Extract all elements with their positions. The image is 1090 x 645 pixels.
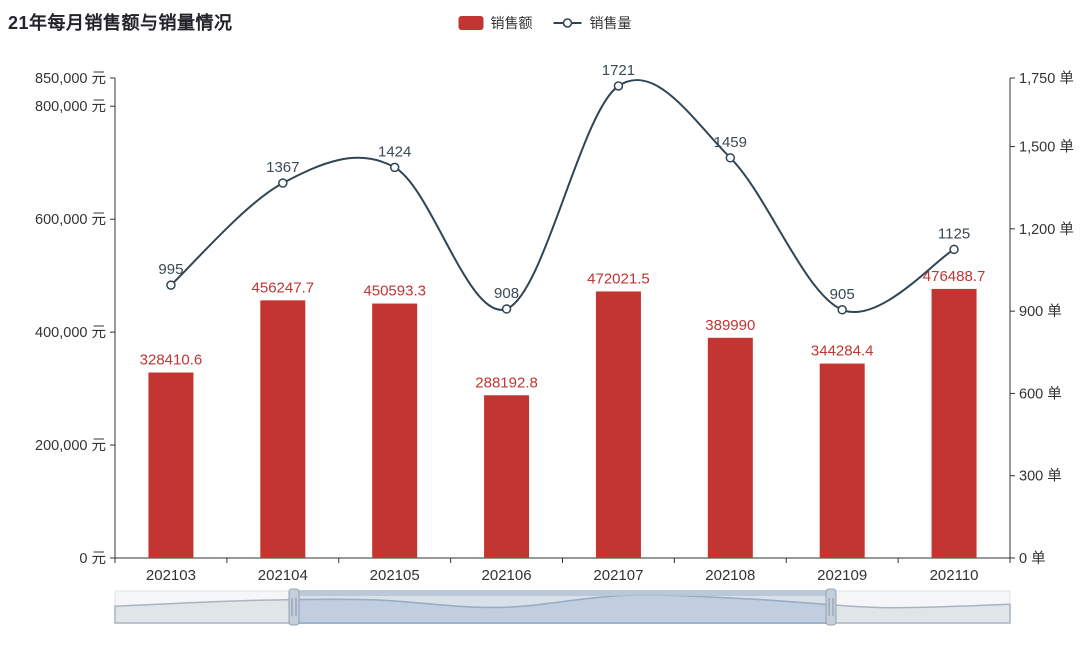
line-series-path: [170, 79, 955, 313]
chart-title: 21年每月销售额与销量情况: [8, 13, 233, 33]
line-point-202109[interactable]: [837, 305, 847, 315]
datazoom-left-handle[interactable]: [288, 588, 300, 626]
line-series-swatch-icon: [553, 18, 582, 28]
x-axis-label-202106: 202106: [482, 567, 532, 584]
bar-202109[interactable]: [819, 363, 865, 558]
line-point-label-202106: 908: [494, 285, 519, 302]
bar-202103[interactable]: [148, 372, 194, 558]
bar-202108[interactable]: [707, 337, 753, 558]
y-axis-left-label: 800,000 元: [35, 99, 106, 115]
bar-label-202110: 476488.7: [923, 268, 986, 285]
bar-label-202105: 450593.3: [363, 283, 426, 300]
line-point-label-202110: 1125: [938, 225, 970, 242]
line-point-202107[interactable]: [613, 81, 624, 91]
legend: 销售额 销售量: [458, 13, 632, 33]
bar-202105[interactable]: [372, 303, 418, 558]
line-point-202105[interactable]: [389, 162, 400, 173]
line-point-label-202103: 995: [158, 261, 183, 278]
line-point-202104[interactable]: [278, 178, 288, 188]
legend-label-sales-volume: 销售量: [589, 15, 632, 31]
line-point-label-202108: 1459: [714, 134, 747, 151]
x-axis-label-202109: 202109: [817, 567, 867, 584]
legend-item-sales-volume[interactable]: 销售量: [553, 13, 632, 33]
bar-series-swatch-icon: [458, 16, 484, 30]
x-axis-label-202104: 202104: [258, 567, 308, 584]
legend-label-sales-amount: 销售额: [490, 15, 533, 31]
y-axis-right-label: 900 单: [1019, 303, 1062, 320]
x-axis-label-202108: 202108: [705, 567, 755, 584]
bar-label-202109: 344284.4: [811, 343, 874, 360]
bar-label-202104: 456247.7: [252, 279, 315, 296]
datazoom-window[interactable]: [294, 591, 831, 623]
legend-item-sales-amount[interactable]: 销售额: [458, 13, 533, 33]
y-axis-right-label: 1,750 单: [1019, 70, 1074, 87]
y-axis-right-label: 300 单: [1019, 468, 1062, 485]
line-point-label-202105: 1424: [378, 143, 411, 160]
y-axis-right-label: 0 单: [1019, 550, 1046, 567]
datazoom-selected-shadow: [294, 594, 831, 624]
y-axis-right-label: 600 单: [1019, 385, 1062, 402]
bar-label-202103: 328410.6: [140, 352, 203, 369]
bar-label-202108: 389990: [705, 317, 755, 334]
line-point-label-202104: 1367: [266, 159, 299, 176]
x-axis-label-202107: 202107: [593, 567, 643, 584]
bar-202110[interactable]: [931, 288, 977, 558]
bar-202106[interactable]: [484, 395, 530, 558]
line-point-label-202109: 905: [830, 286, 855, 303]
y-axis-left-label: 0 元: [79, 551, 106, 567]
line-point-202106[interactable]: [501, 304, 512, 314]
x-axis-label-202105: 202105: [370, 567, 420, 584]
x-axis-label-202103: 202103: [146, 567, 196, 584]
datazoom-move-handle[interactable]: [294, 590, 831, 596]
line-point-202110[interactable]: [949, 244, 959, 255]
bar-label-202106: 288192.8: [475, 374, 538, 391]
y-axis-left-label: 400,000 元: [35, 325, 106, 341]
y-axis-left-label: 600,000 元: [35, 212, 106, 228]
line-point-label-202107: 1721: [602, 62, 635, 79]
x-axis-label-202110: 202110: [930, 567, 979, 584]
y-axis-right-label: 1,200 单: [1019, 221, 1074, 238]
bar-label-202107: 472021.5: [587, 270, 650, 287]
bar-202107[interactable]: [595, 291, 641, 558]
y-axis-right-label: 1,500 单: [1019, 139, 1074, 156]
y-axis-left-label: 850,000 元: [35, 71, 106, 87]
line-point-202108[interactable]: [725, 153, 736, 163]
line-point-202103[interactable]: [166, 280, 176, 290]
y-axis-left-label: 200,000 元: [35, 438, 106, 454]
bar-202104[interactable]: [260, 300, 306, 558]
datazoom-right-handle[interactable]: [825, 588, 837, 626]
